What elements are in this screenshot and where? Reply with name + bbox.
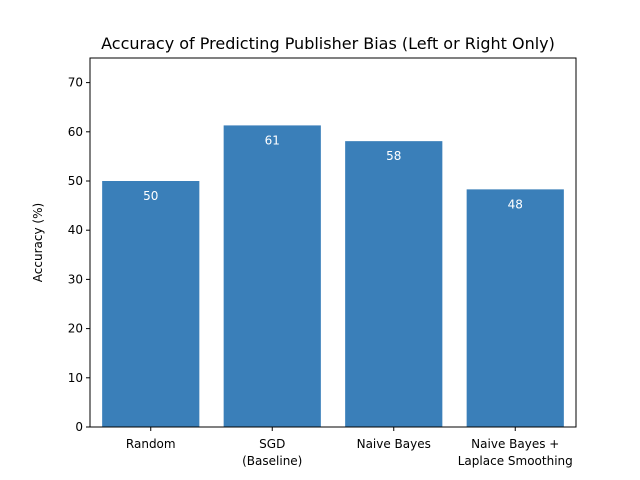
bar-value-label: 58 (386, 149, 401, 163)
x-tick-label: SGD (259, 437, 285, 451)
bars-group (102, 125, 564, 428)
data-labels-group: 50 61 58 48 (143, 133, 523, 211)
y-axis-label: Accuracy (%) (31, 203, 45, 282)
y-tick-label: 0 (75, 420, 83, 434)
x-tick-label: Naive Bayes + (471, 437, 559, 451)
bar (223, 125, 321, 428)
x-tick-label: Laplace Smoothing (458, 454, 573, 468)
bar (466, 189, 564, 427)
y-tick-label: 20 (68, 322, 83, 336)
bar (345, 141, 443, 427)
bar-value-label: 61 (265, 133, 280, 147)
y-tick-label: 30 (68, 272, 83, 286)
x-axis: Random SGD (Baseline) Naive Bayes Naive Baye… (126, 427, 573, 468)
bar-value-label: 50 (143, 189, 158, 203)
y-tick-label: 70 (68, 76, 83, 90)
x-tick-label: Naive Bayes (357, 437, 431, 451)
y-tick-label: 50 (68, 174, 83, 188)
y-tick-label: 10 (68, 371, 83, 385)
bar-value-label: 48 (508, 197, 523, 211)
x-tick-label: Random (126, 437, 176, 451)
plot-area-frame (89, 57, 577, 428)
y-axis: 0 10 20 30 40 50 60 70 (68, 76, 90, 434)
y-tick-label: 40 (68, 223, 83, 237)
y-tick-label: 60 (68, 125, 83, 139)
bar (102, 181, 200, 427)
x-tick-label: (Baseline) (242, 454, 302, 468)
chart-title: Accuracy of Predicting Publisher Bias (L… (101, 34, 555, 53)
